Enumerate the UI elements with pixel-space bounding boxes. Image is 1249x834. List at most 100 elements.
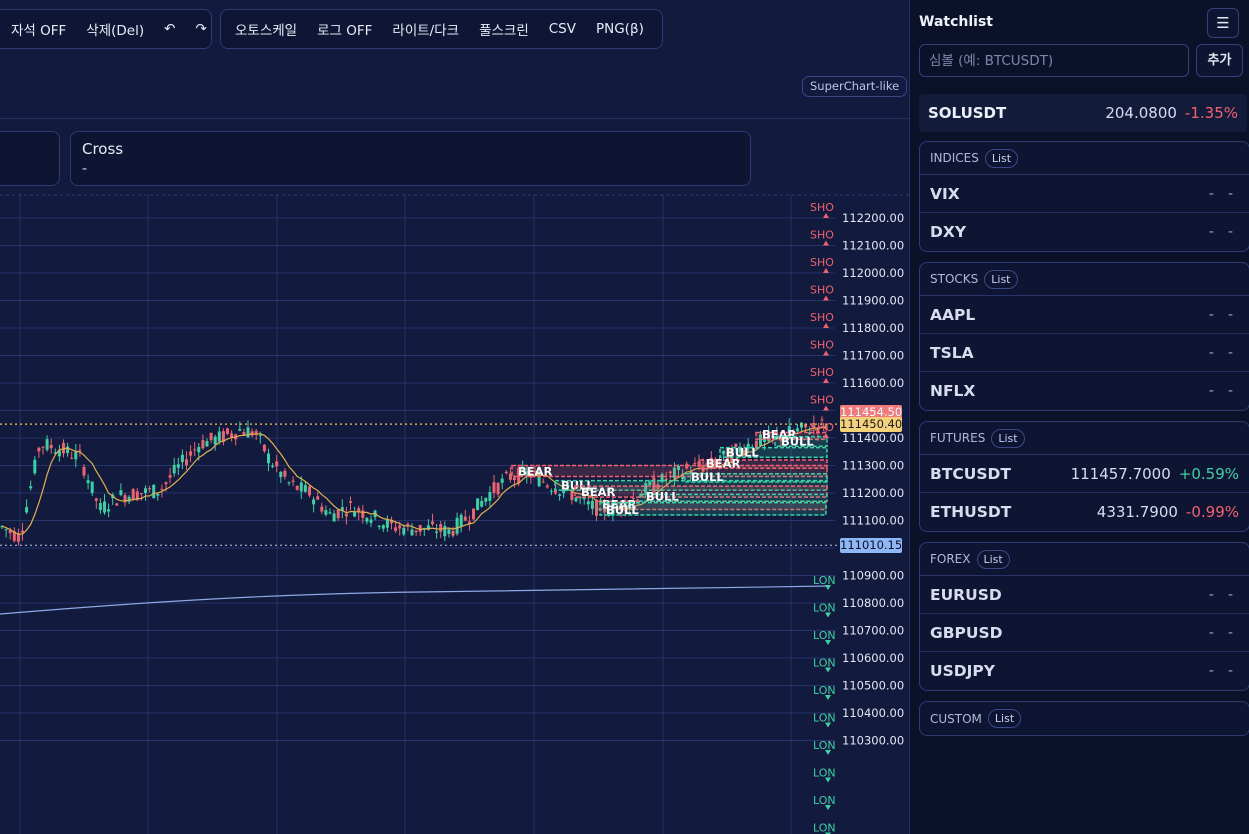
candle-body — [459, 514, 463, 527]
candle-body — [279, 471, 283, 478]
candle-body — [33, 459, 37, 474]
high-price-tag: 111454.50 — [840, 405, 903, 421]
down-arrow-icon — [823, 323, 829, 328]
watchlist-row[interactable]: BTCUSDT 111457.7000 +0.59% — [920, 455, 1249, 493]
group-list-button[interactable]: List — [976, 549, 1010, 569]
redo-button[interactable]: ↷ — [195, 21, 207, 37]
up-arrow-icon — [825, 585, 831, 590]
candle-body — [533, 470, 537, 473]
candle-body — [451, 531, 455, 536]
superchart-badge: SuperChart-like — [802, 76, 908, 97]
candle-body — [16, 533, 20, 542]
chart-canvas[interactable]: 112200.00 112100.00 112000.00 111900.00 1118… — [0, 194, 909, 834]
candle-body — [656, 484, 660, 490]
row-symbol: VIX — [930, 184, 960, 203]
up-arrow-icon — [825, 695, 831, 700]
row-price: 4331.7900 — [1096, 503, 1178, 521]
log-scale-toggle-button[interactable]: 로그 OFF — [317, 23, 373, 39]
watchlist-row[interactable]: VIX - - — [920, 175, 1249, 213]
candle-body — [217, 431, 221, 442]
row-symbol: DXY — [930, 223, 967, 241]
candle-body — [537, 474, 541, 487]
bear-zone — [574, 485, 828, 498]
group-list-button[interactable]: List — [984, 269, 1018, 289]
candle-body — [808, 432, 812, 435]
candle-body — [775, 434, 779, 436]
crosshair-title: Cross — [82, 140, 124, 158]
group-header: CUSTOM List — [920, 702, 1249, 735]
price-chart[interactable]: 112200.00 112100.00 112000.00 111900.00 1118… — [0, 194, 909, 834]
group-list-button[interactable]: List — [991, 428, 1025, 448]
candle-body — [644, 483, 648, 495]
watchlist-row[interactable]: ETHUSDT 4331.7900 -0.99% — [920, 493, 1249, 531]
watchlist-row[interactable]: NFLX - - — [920, 372, 1249, 410]
candle-body — [275, 461, 279, 467]
group-list-button[interactable]: List — [984, 148, 1019, 168]
theme-toggle-button[interactable]: 라이트/다크 — [392, 23, 460, 39]
candle-body — [783, 436, 787, 440]
price-axis-label: 111600.00 — [842, 376, 904, 390]
fullscreen-button[interactable]: 풀스크린 — [479, 23, 529, 39]
row-symbol: ETHUSDT — [930, 503, 1012, 521]
row-change: +0.59% — [1178, 464, 1239, 483]
candle-body — [303, 485, 307, 492]
watchlist-row[interactable]: EURUSD - - — [920, 576, 1249, 614]
bull-zone-label: BULL — [561, 478, 594, 492]
candle-body — [12, 531, 16, 541]
csv-export-button[interactable]: CSV — [548, 21, 576, 37]
symbol-search-input[interactable] — [919, 44, 1189, 77]
crosshair-info-box: Cross - — [70, 131, 751, 186]
row-change: - — [1227, 624, 1239, 641]
magnet-toggle-button[interactable]: 자석 OFF — [11, 23, 67, 39]
short-signal-label: SHO — [810, 229, 834, 242]
candle-body — [795, 428, 799, 432]
candle-body — [267, 453, 270, 464]
long-signal-label: LON — [813, 739, 836, 752]
candle-body — [246, 427, 250, 438]
price-axis-label: 112000.00 — [842, 266, 904, 280]
candle-body — [123, 495, 127, 503]
candle-body — [816, 427, 820, 434]
candle-body — [648, 481, 652, 486]
candle-body — [623, 500, 627, 512]
candle-body — [328, 512, 332, 514]
watchlist-row[interactable]: GBPUSD - - — [920, 614, 1249, 652]
pinned-symbol-row[interactable]: SOLUSDT 204.0800 -1.35% — [919, 94, 1247, 132]
undo-button[interactable]: ↶ — [164, 21, 176, 37]
candle-body — [718, 460, 721, 462]
bull-zone-label: BULL — [646, 489, 679, 503]
row-change: - — [1227, 185, 1239, 202]
bear-zone-label: BEAR — [762, 427, 797, 441]
candle-body — [804, 423, 808, 428]
last-price-tag: 111450.40 — [840, 416, 903, 432]
up-arrow-icon — [825, 805, 831, 810]
candle-body — [57, 450, 61, 457]
watchlist-row[interactable]: AAPL - - — [920, 296, 1249, 334]
bull-zone-label: BULL — [726, 445, 759, 459]
candle-body — [398, 525, 402, 529]
candle-body — [578, 497, 582, 499]
group-list-button[interactable]: List — [987, 709, 1022, 728]
price-axis-label: 111900.00 — [842, 294, 904, 308]
row-symbol: USDJPY — [930, 662, 995, 680]
menu-icon[interactable]: ☰ — [1207, 8, 1239, 38]
bull-zone-label: BULL — [606, 503, 639, 517]
watchlist-row[interactable]: DXY - - — [920, 213, 1249, 251]
candle-body — [713, 460, 717, 467]
png-export-button[interactable]: PNG(β) — [595, 21, 644, 37]
watchlist-row[interactable]: USDJPY - - — [920, 652, 1249, 690]
candle-body — [443, 525, 447, 537]
candle-body — [406, 523, 410, 526]
delete-button[interactable]: 삭제(Del) — [86, 23, 145, 39]
long-signal-label: LON — [813, 657, 836, 670]
candle-body — [115, 503, 119, 506]
candle-body — [152, 484, 156, 499]
candle-body — [513, 477, 516, 481]
add-symbol-button[interactable]: 추가 — [1196, 44, 1243, 77]
autoscale-button[interactable]: 오토스케일 — [235, 23, 298, 39]
candle-body — [127, 496, 131, 502]
watchlist-row[interactable]: TSLA - - — [920, 334, 1249, 372]
bear-zone-label: BEAR — [581, 485, 616, 499]
toolbar-group-edit: 자석 OFF 삭제(Del) ↶ ↷ — [0, 9, 212, 49]
candle-body — [70, 457, 74, 459]
